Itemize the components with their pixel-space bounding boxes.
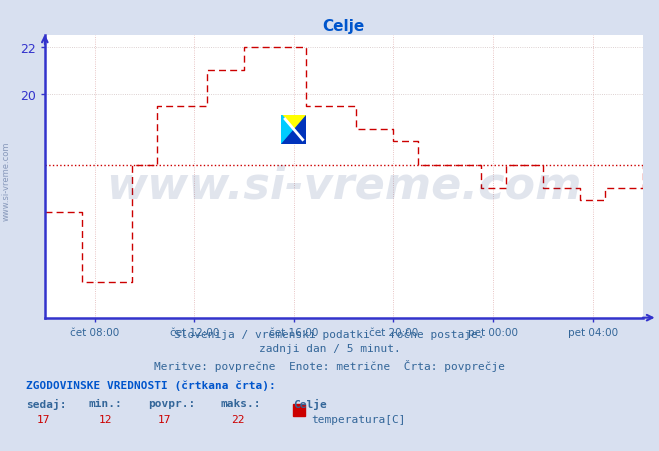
Text: www.si-vreme.com: www.si-vreme.com (2, 141, 11, 220)
Text: ZGODOVINSKE VREDNOSTI (črtkana črta):: ZGODOVINSKE VREDNOSTI (črtkana črta): (26, 380, 276, 390)
Text: Meritve: povprečne  Enote: metrične  Črta: povprečje: Meritve: povprečne Enote: metrične Črta:… (154, 359, 505, 371)
Title: Celje: Celje (322, 18, 365, 33)
Text: Slovenija / vremenski podatki - ročne postaje.: Slovenija / vremenski podatki - ročne po… (174, 328, 485, 339)
Text: 17: 17 (36, 414, 49, 424)
Polygon shape (281, 115, 306, 145)
Text: maks.:: maks.: (221, 398, 261, 408)
Text: zadnji dan / 5 minut.: zadnji dan / 5 minut. (258, 344, 401, 354)
Text: 22: 22 (231, 414, 244, 424)
Text: temperatura[C]: temperatura[C] (312, 414, 406, 424)
Text: 17: 17 (158, 414, 171, 424)
Text: sedaj:: sedaj: (26, 398, 67, 409)
Polygon shape (281, 115, 306, 145)
Polygon shape (281, 115, 306, 145)
Text: Celje: Celje (293, 398, 327, 409)
Text: povpr.:: povpr.: (148, 398, 196, 408)
Text: 12: 12 (99, 414, 112, 424)
Text: www.si-vreme.com: www.si-vreme.com (106, 164, 581, 207)
Text: min.:: min.: (89, 398, 123, 408)
